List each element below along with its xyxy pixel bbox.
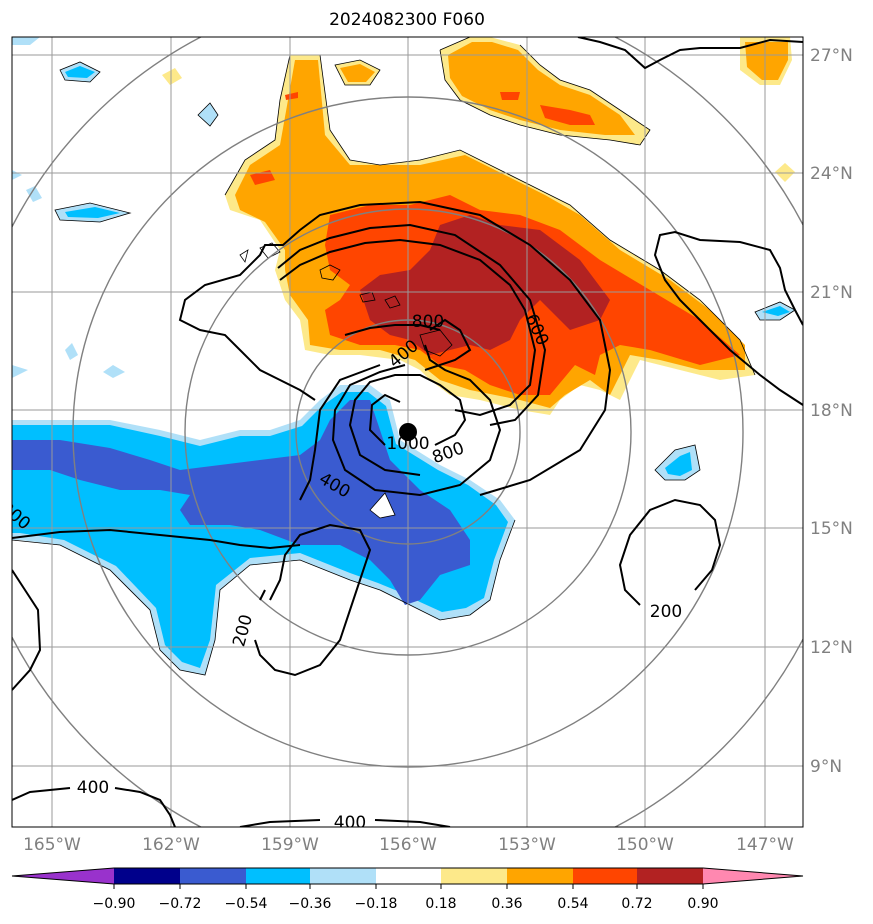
- colorbar: −0.90 −0.72 −0.54 −0.36 −0.18 0.18 0.36 …: [11, 867, 804, 912]
- lat-label: 9°N: [810, 757, 842, 777]
- colorbar-tick: −0.72: [159, 896, 202, 912]
- colorbar-tick: −0.18: [355, 896, 398, 912]
- colorbar-extend-low: [12, 868, 114, 884]
- latitude-labels: 27°N 24°N 21°N 18°N 15°N 12°N 9°N: [810, 46, 853, 777]
- range-rings: [12, 37, 803, 827]
- lat-label: 24°N: [810, 164, 853, 184]
- colorbar-tick: 0.18: [425, 896, 456, 912]
- lat-label: 18°N: [810, 401, 853, 421]
- colorbar-tick: 0.90: [687, 896, 718, 912]
- lat-label: 27°N: [810, 46, 853, 66]
- map-plot-area: 800 600 400 1000 800 400 200 200 200 400…: [12, 37, 803, 833]
- lon-label: 159°W: [261, 835, 319, 855]
- longitude-labels: 165°W 162°W 159°W 156°W 153°W 150°W 147°…: [23, 835, 794, 855]
- colorbar-tick: 0.36: [491, 896, 522, 912]
- colorbar-tick: 0.54: [557, 896, 588, 912]
- lon-label: 162°W: [142, 835, 200, 855]
- lon-label: 165°W: [23, 835, 81, 855]
- contour-label: 800: [412, 312, 444, 332]
- height-contours: [12, 37, 803, 827]
- contour-label: 200: [650, 602, 682, 622]
- colorbar-tick: 0.72: [621, 896, 652, 912]
- colorbar-tick: −0.54: [225, 896, 268, 912]
- storm-center-marker: [399, 423, 417, 441]
- lon-label: 156°W: [379, 835, 437, 855]
- positive-anomaly-fill: [162, 37, 795, 415]
- contour-label: 1000: [386, 434, 429, 454]
- map-frame: [11, 36, 804, 828]
- lon-label: 153°W: [498, 835, 556, 855]
- colorbar-tick: −0.36: [289, 896, 332, 912]
- lon-label: 147°W: [736, 835, 794, 855]
- contour-label: 400: [334, 813, 366, 833]
- map-title: 2024082300 F060: [329, 10, 485, 30]
- lat-label: 21°N: [810, 283, 853, 303]
- lat-label: 15°N: [810, 519, 853, 539]
- negative-anomaly-fill: [12, 37, 795, 675]
- colorbar-extend-high: [703, 868, 803, 884]
- colorbar-tick: −0.90: [93, 896, 136, 912]
- lat-label: 12°N: [810, 638, 853, 658]
- lon-label: 150°W: [616, 835, 674, 855]
- contour-label: 400: [77, 778, 109, 798]
